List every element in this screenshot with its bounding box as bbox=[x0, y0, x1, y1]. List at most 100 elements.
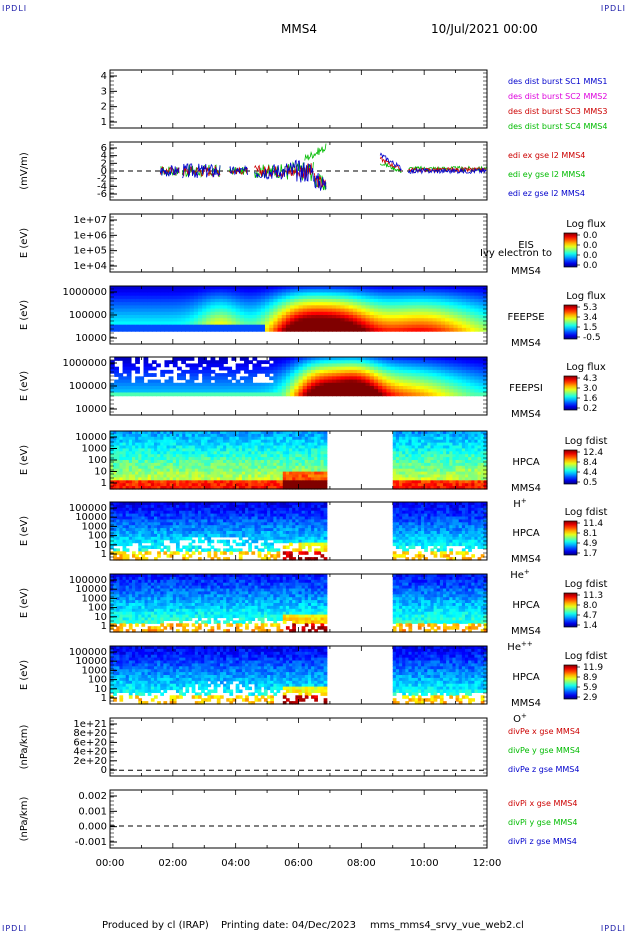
p4-pixel bbox=[352, 295, 358, 300]
p4-pixel bbox=[114, 327, 119, 332]
p6-pixel bbox=[175, 445, 180, 449]
p5-pixel bbox=[214, 373, 220, 377]
p5-pixel bbox=[390, 363, 396, 368]
p6-pixel bbox=[238, 480, 243, 484]
p7-pixel bbox=[128, 522, 133, 526]
p4-pixel bbox=[440, 292, 446, 297]
p4-pixel bbox=[440, 305, 446, 310]
p6-pixel bbox=[248, 454, 252, 458]
p4-pixel bbox=[411, 295, 417, 300]
p6-pixel bbox=[138, 436, 143, 441]
p6-pixel bbox=[317, 483, 322, 487]
p5-pixel bbox=[394, 360, 400, 365]
p6-pixel bbox=[169, 451, 174, 455]
p6-pixel bbox=[421, 465, 425, 470]
p6-pixel bbox=[226, 457, 230, 461]
p6-pixel bbox=[172, 468, 177, 473]
p6-pixel bbox=[427, 480, 432, 484]
p7-pixel bbox=[138, 513, 143, 518]
p6-pixel bbox=[392, 433, 397, 438]
p6-pixel bbox=[179, 431, 183, 435]
p4-pixel bbox=[466, 324, 471, 329]
p6-pixel bbox=[468, 460, 472, 464]
p6-pixel bbox=[439, 448, 444, 452]
p6-pixel bbox=[433, 439, 438, 444]
p6-pixel bbox=[248, 474, 252, 478]
p6-pixel bbox=[241, 468, 246, 473]
p4-pixel bbox=[323, 289, 329, 294]
p5-pixel bbox=[277, 386, 283, 390]
p6-pixel bbox=[166, 468, 171, 473]
p4-pixel bbox=[348, 289, 354, 294]
p6-pixel bbox=[298, 454, 303, 458]
p4-pixel bbox=[407, 305, 413, 310]
p5-pixel bbox=[411, 373, 417, 377]
p6-pixel bbox=[248, 477, 252, 481]
p4-pixel bbox=[185, 327, 191, 332]
p4-pixel bbox=[378, 311, 383, 316]
p5-pixel bbox=[160, 382, 166, 387]
p5-pixel bbox=[323, 366, 329, 371]
p6-pixel bbox=[301, 431, 306, 435]
p5-pixel bbox=[470, 373, 476, 377]
p7-pixel bbox=[122, 551, 127, 555]
p6-pixel bbox=[285, 460, 290, 464]
p4-pixel bbox=[244, 318, 249, 323]
spacecraft-title: MMS4 bbox=[281, 22, 317, 36]
p5-pixel bbox=[411, 363, 417, 368]
p4-pixel bbox=[453, 302, 459, 306]
p6-pixel bbox=[241, 454, 246, 458]
p5-pixel bbox=[197, 392, 203, 397]
p4-pixel bbox=[185, 321, 191, 326]
p4-pixel bbox=[256, 321, 262, 326]
p6-pixel bbox=[430, 457, 435, 461]
p5-pixel bbox=[189, 382, 195, 387]
p2-legend-entry: edi ey gse l2 MMS4 bbox=[508, 170, 586, 179]
p5-pixel bbox=[357, 369, 362, 374]
p6-pixel bbox=[229, 436, 234, 441]
p4-pixel bbox=[231, 327, 237, 332]
p6-pixel bbox=[408, 471, 413, 476]
p6-pixel bbox=[449, 445, 454, 449]
p5-pixel bbox=[277, 392, 283, 397]
p6-pixel bbox=[439, 480, 444, 484]
p5-pixel bbox=[407, 357, 413, 361]
p4-pixel bbox=[390, 292, 396, 297]
p7-pixel bbox=[163, 519, 168, 523]
p4-pixel bbox=[311, 286, 316, 290]
p6-pixel bbox=[311, 439, 315, 444]
p6-pixel bbox=[172, 431, 177, 435]
p5-colorbar bbox=[563, 375, 578, 411]
p5-pixel bbox=[348, 360, 354, 365]
p5-pixel bbox=[285, 369, 291, 374]
p4-pixel bbox=[340, 311, 346, 316]
p6-pixel bbox=[452, 483, 457, 487]
p4-pixel bbox=[386, 289, 392, 294]
p5-pixel bbox=[285, 360, 291, 365]
p7-pixel bbox=[147, 516, 152, 520]
p6-pixel bbox=[188, 465, 193, 470]
p4-pixel bbox=[122, 324, 128, 329]
p4-pixel bbox=[436, 311, 442, 316]
p7-pixel bbox=[160, 516, 165, 520]
p6-pixel bbox=[157, 468, 161, 473]
p4-pixel bbox=[348, 327, 354, 332]
p4-pixel bbox=[323, 321, 329, 326]
p4-pixel bbox=[394, 327, 400, 332]
p6-pixel bbox=[474, 445, 479, 449]
p6-pixel bbox=[251, 442, 256, 447]
p5-pixel bbox=[419, 382, 425, 387]
p6-pixel bbox=[254, 486, 259, 490]
p6-pixel bbox=[201, 454, 205, 458]
p4-pixel bbox=[281, 302, 287, 306]
p6-pixel bbox=[411, 457, 416, 461]
p6-pixel bbox=[301, 445, 306, 449]
p4-pixel bbox=[177, 311, 182, 316]
p4-pixel bbox=[466, 321, 471, 326]
p6-pixel bbox=[436, 462, 441, 467]
p6-pixel bbox=[238, 460, 243, 464]
p4-pixel bbox=[256, 302, 262, 306]
p6-pixel bbox=[191, 439, 196, 444]
p5-pixel bbox=[252, 389, 258, 394]
p7-pixel bbox=[138, 510, 143, 515]
